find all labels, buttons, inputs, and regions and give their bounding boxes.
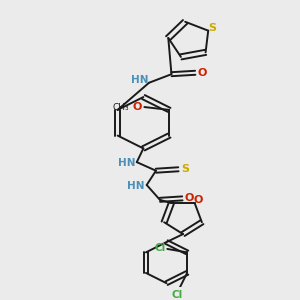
- Text: O: O: [132, 102, 142, 112]
- Text: HN: HN: [131, 76, 148, 85]
- Text: O: O: [184, 194, 194, 203]
- Text: HN: HN: [118, 158, 136, 168]
- Text: HN: HN: [128, 181, 145, 190]
- Text: Cl: Cl: [154, 243, 166, 253]
- Text: Cl: Cl: [172, 290, 183, 300]
- Text: O: O: [194, 195, 203, 205]
- Text: S: S: [208, 23, 216, 33]
- Text: CH₃: CH₃: [112, 103, 129, 112]
- Text: S: S: [181, 164, 189, 174]
- Text: O: O: [197, 68, 206, 78]
